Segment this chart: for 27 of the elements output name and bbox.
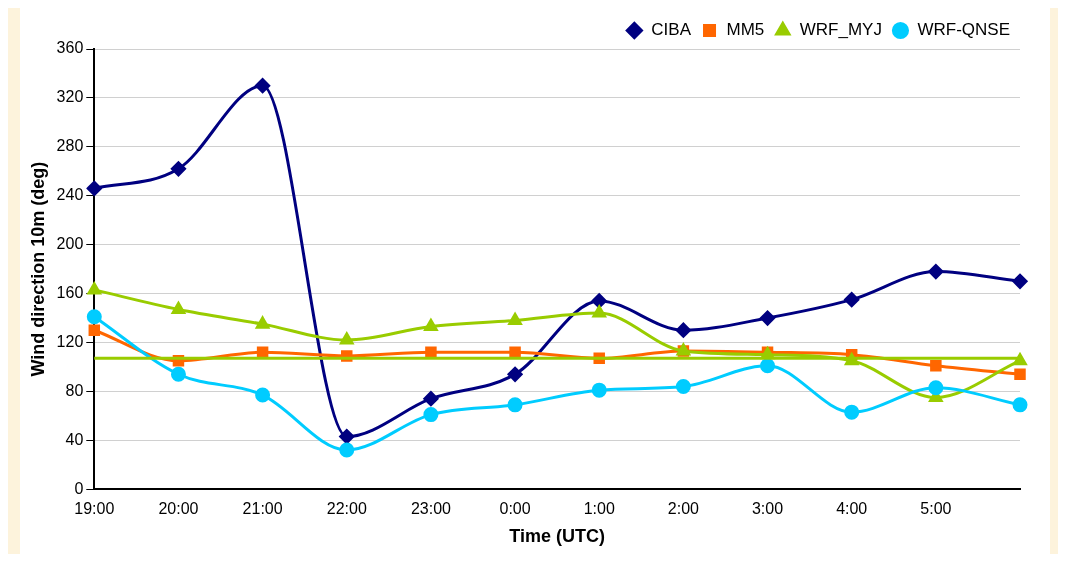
x-tick-label: 21:00 [242, 500, 283, 518]
y-tick-label: 280 [56, 137, 84, 155]
x-tick-label: 2:00 [667, 500, 700, 518]
y-tick-label: 240 [56, 186, 84, 204]
x-tick-label: 0:00 [499, 500, 531, 518]
x-axis-title: Time (UTC) [509, 526, 605, 547]
y-tick-label: 360 [56, 39, 84, 57]
legend-label: MM5 [726, 20, 765, 40]
x-tick-label: 3:00 [751, 500, 784, 518]
y-tick-label: 320 [56, 88, 84, 106]
y-tick-label: 40 [65, 430, 84, 448]
y-tick-label: 160 [56, 283, 84, 301]
y-axis-title: Wind direction 10m (deg) [27, 161, 48, 377]
x-tick-label: 20:00 [158, 500, 199, 518]
x-tick-label: 19:00 [74, 500, 115, 518]
y-tick-label: 80 [65, 381, 84, 399]
legend-label: WRF-QNSE [917, 20, 1010, 40]
x-tick-label: 4:00 [836, 500, 868, 518]
y-tick-label: 120 [56, 332, 84, 350]
x-tick-label: 22:00 [326, 500, 367, 518]
legend-label: WRF_MYJ [799, 20, 882, 40]
x-tick-label: 5:00 [920, 500, 952, 518]
x-tick-label: 23:00 [410, 500, 452, 518]
y-tick-label: 0 [74, 479, 84, 497]
y-tick-label: 200 [56, 235, 84, 253]
x-tick-label: 1:00 [583, 500, 615, 518]
legend-label: CIBA [651, 20, 692, 40]
